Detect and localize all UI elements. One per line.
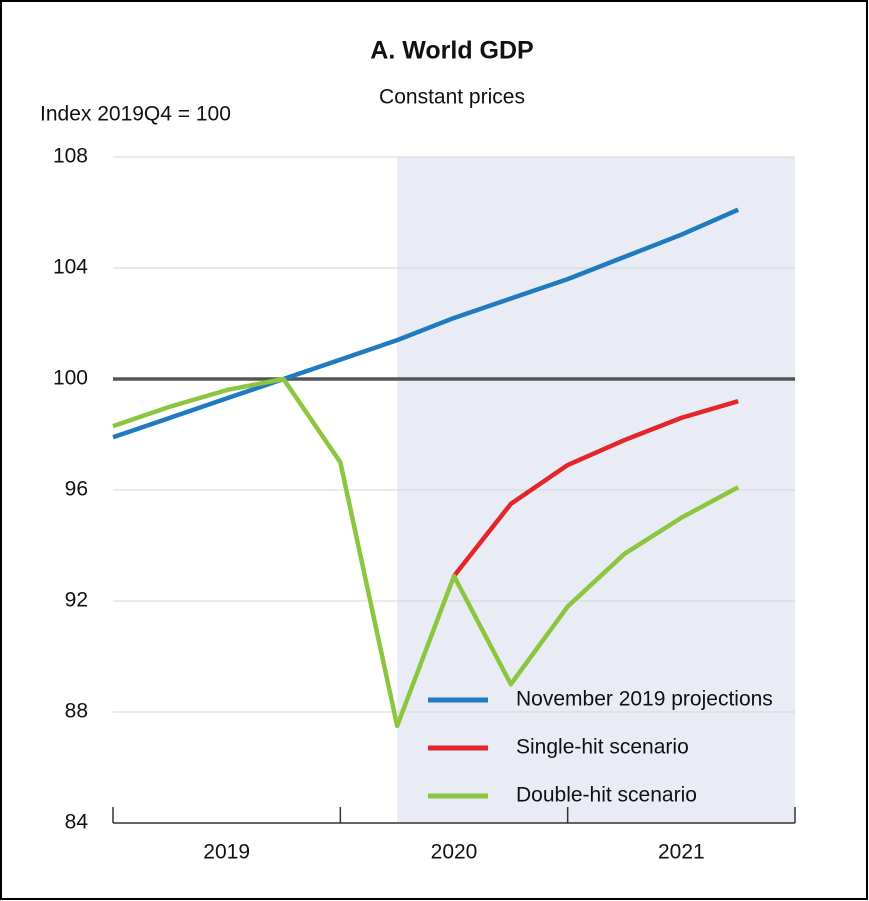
y-tick-label: 108 bbox=[53, 145, 88, 168]
series-line bbox=[452, 399, 739, 578]
chart-subtitle: Constant prices bbox=[379, 86, 525, 109]
legend-label: November 2019 projections bbox=[516, 688, 773, 711]
y-tick-label: 96 bbox=[65, 478, 88, 501]
y-tick-label: 84 bbox=[65, 811, 89, 834]
y-tick-label: 104 bbox=[53, 256, 88, 279]
y-tick-label: 100 bbox=[53, 367, 88, 390]
legend-label: Double-hit scenario bbox=[516, 784, 697, 807]
y-tick-label: 88 bbox=[65, 700, 88, 723]
x-tick-label: 2021 bbox=[658, 841, 705, 864]
series-line bbox=[112, 207, 740, 440]
chart-title: A. World GDP bbox=[370, 37, 533, 65]
x-tick-label: 2019 bbox=[203, 841, 250, 864]
y-tick-label: 92 bbox=[65, 589, 88, 612]
series-line bbox=[112, 376, 740, 729]
legend-label: Single-hit scenario bbox=[516, 736, 689, 759]
y-axis-label: Index 2019Q4 = 100 bbox=[40, 103, 231, 126]
x-tick-label: 2020 bbox=[431, 841, 478, 864]
